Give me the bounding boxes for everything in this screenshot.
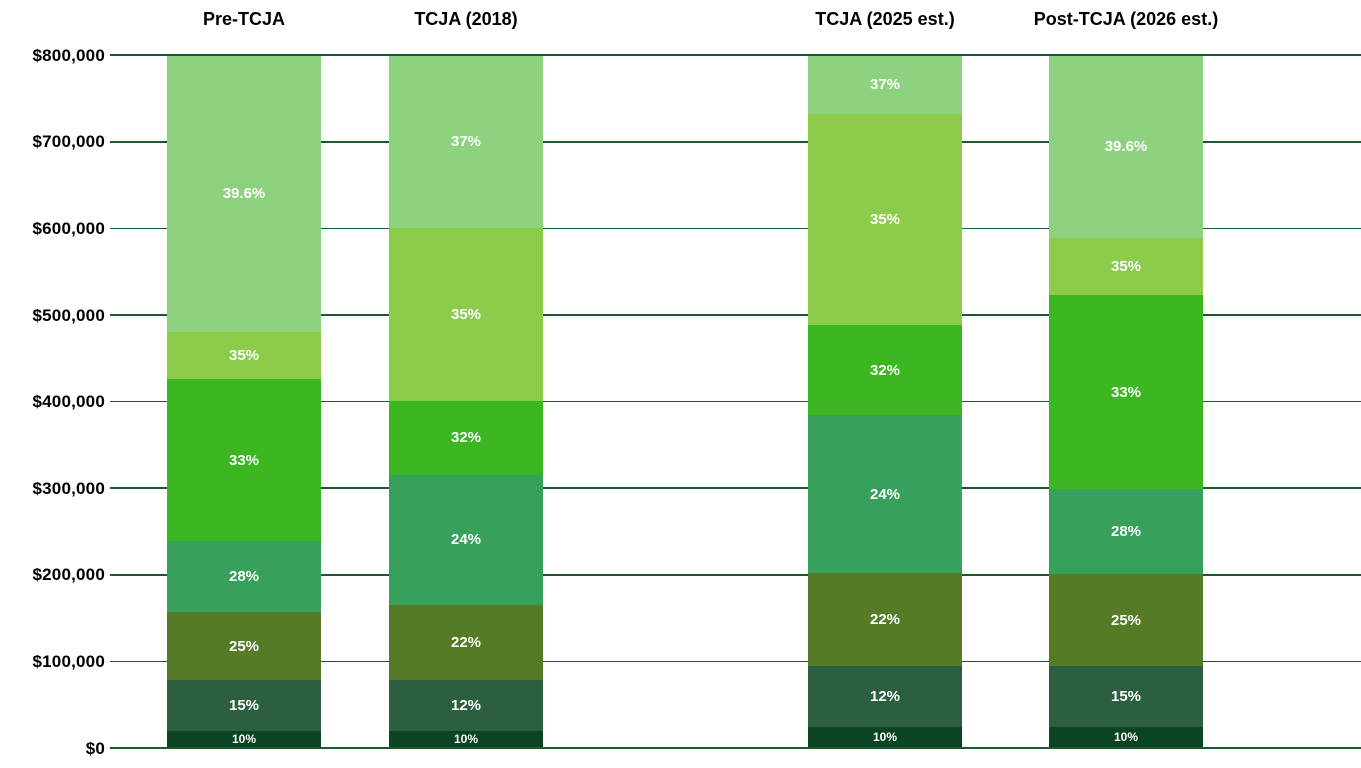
column-header: TCJA (2018) <box>414 8 518 29</box>
column-header: TCJA (2025 est.) <box>815 8 955 29</box>
bracket-rate-label: 35% <box>1110 258 1142 276</box>
bracket-rate-label: 35% <box>228 347 260 365</box>
bracket-rate-label: 10% <box>1113 730 1139 745</box>
bar-segment: 15% <box>167 680 321 731</box>
y-tick-label: $500,000 <box>32 305 105 325</box>
gridline <box>110 314 1361 316</box>
bracket-rate-label: 39.6% <box>1104 137 1148 155</box>
bracket-rate-label: 24% <box>869 485 901 503</box>
bar-segment: 33% <box>167 379 321 542</box>
bar-segment: 39.6% <box>1049 54 1203 239</box>
bar-segment: 15% <box>1049 665 1203 728</box>
bracket-rate-label: 32% <box>869 361 901 379</box>
gridline <box>110 747 1361 749</box>
bracket-rate-label: 12% <box>869 688 901 706</box>
bar-segment: 25% <box>167 612 321 681</box>
gridline <box>110 573 1361 576</box>
bracket-rate-label: 39.6% <box>222 184 266 202</box>
bar-segment: 35% <box>167 331 321 380</box>
bracket-rate-label: 15% <box>1110 688 1142 706</box>
y-tick-label: $200,000 <box>32 565 105 585</box>
bar-segment: 24% <box>808 415 962 574</box>
bracket-rate-label: 33% <box>228 451 260 469</box>
bracket-rate-label: 35% <box>869 211 901 229</box>
bracket-rate-label: 10% <box>872 730 898 745</box>
y-tick-label: $300,000 <box>32 478 105 498</box>
bar-segment: 25% <box>1049 574 1203 666</box>
bracket-rate-label: 25% <box>1110 611 1142 629</box>
bar-segment: 33% <box>1049 295 1203 490</box>
bar-segment: 22% <box>389 604 543 681</box>
gridline <box>110 54 1361 56</box>
y-tick-label: $100,000 <box>32 651 105 671</box>
bracket-rate-label: 33% <box>1110 383 1142 401</box>
bar-segment: 12% <box>808 665 962 728</box>
y-tick-label: $800,000 <box>32 45 105 65</box>
bracket-rate-label: 22% <box>869 611 901 629</box>
bar-segment: 12% <box>389 680 543 731</box>
bracket-rate-label: 35% <box>450 305 482 323</box>
bracket-rate-label: 28% <box>1110 523 1142 541</box>
bar-segment: 10% <box>167 731 321 748</box>
bar-segment: 37% <box>389 54 543 228</box>
y-tick-label: $400,000 <box>32 392 105 412</box>
column-header: Pre-TCJA <box>202 8 286 29</box>
bar-segment: 32% <box>389 401 543 475</box>
gridline <box>110 487 1361 489</box>
bar-segment: 28% <box>1049 489 1203 575</box>
bar-segment: 35% <box>389 227 543 402</box>
bar-segment: 10% <box>389 731 543 748</box>
bar-segment: 35% <box>808 114 962 326</box>
y-tick-label: $700,000 <box>32 132 105 152</box>
bracket-rate-label: 15% <box>228 697 260 715</box>
column-header: Post-TCJA (2026 est.) <box>1033 8 1219 29</box>
bracket-rate-label: 28% <box>228 568 260 586</box>
bracket-rate-label: 37% <box>450 132 482 150</box>
bracket-rate-label: 22% <box>450 634 482 652</box>
gridline <box>110 227 1361 230</box>
bar-segment: 37% <box>808 54 962 115</box>
bar-segment: 35% <box>1049 238 1203 296</box>
bar-segment: 32% <box>808 325 962 416</box>
bracket-rate-label: 12% <box>450 697 482 715</box>
bar-segment: 24% <box>389 474 543 605</box>
bracket-rate-label: 32% <box>450 429 482 447</box>
bracket-rate-label: 24% <box>450 531 482 549</box>
y-tick-label: $600,000 <box>32 218 105 238</box>
bar-segment: 10% <box>1049 727 1203 748</box>
bar-segment: 28% <box>167 541 321 613</box>
bar-segment: 22% <box>808 573 962 666</box>
bracket-rate-label: 10% <box>231 732 257 747</box>
gridline <box>110 400 1361 403</box>
bracket-rate-label: 10% <box>453 732 479 747</box>
bracket-rate-label: 37% <box>869 75 901 93</box>
gridline <box>110 140 1361 143</box>
y-tick-label: $0 <box>85 738 105 758</box>
bracket-rate-label: 25% <box>228 637 260 655</box>
bar-segment: 10% <box>808 727 962 748</box>
bar-segment: 39.6% <box>167 54 321 332</box>
gridline <box>110 660 1361 663</box>
